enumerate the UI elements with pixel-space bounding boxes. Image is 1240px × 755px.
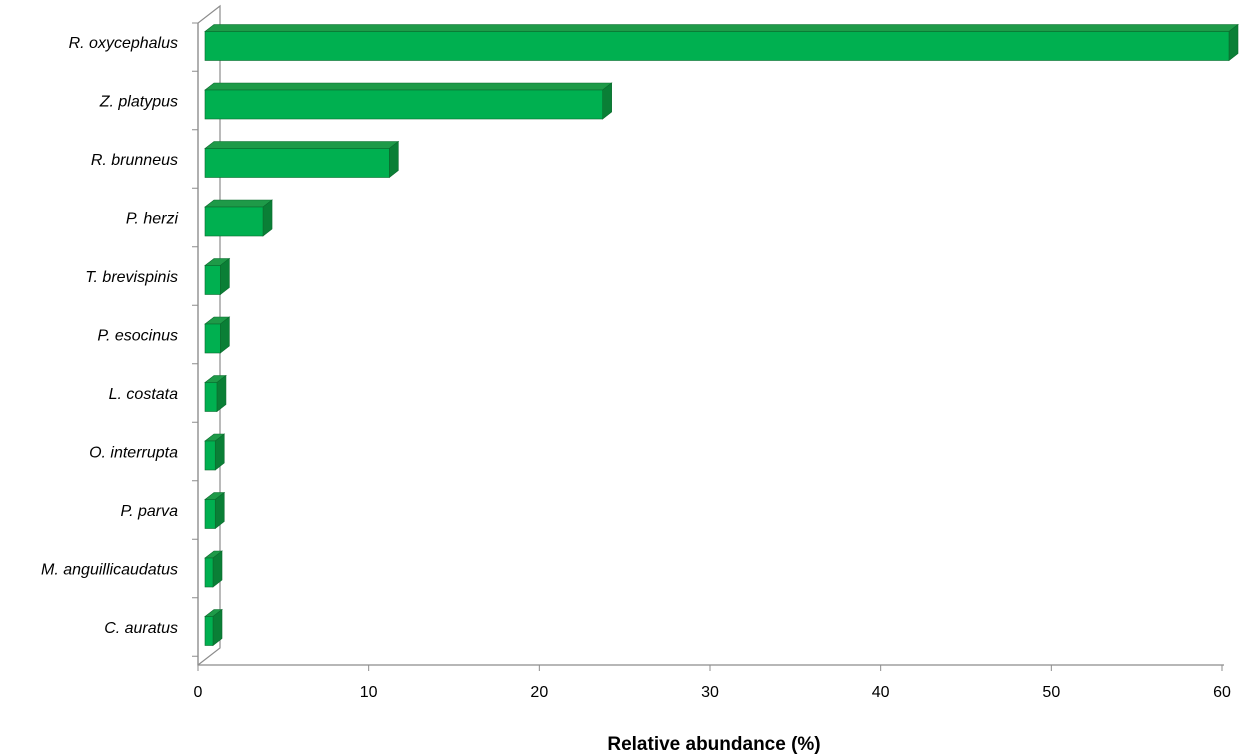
bar bbox=[204, 491, 226, 530]
bar-top-face bbox=[204, 82, 613, 91]
bar bbox=[204, 374, 227, 413]
bars bbox=[204, 23, 1239, 647]
bar-front-face bbox=[204, 557, 214, 588]
category-label: P. esocinus bbox=[97, 328, 178, 345]
category-label: P. herzi bbox=[126, 211, 179, 228]
category-label: L. costata bbox=[109, 386, 178, 403]
category-label: R. brunneus bbox=[91, 152, 178, 169]
bar-front-face bbox=[204, 616, 214, 646]
x-tick-labels: 0 10 20 30 40 50 60 bbox=[194, 684, 1231, 701]
category-label: C. auratus bbox=[104, 620, 178, 637]
bar bbox=[204, 140, 400, 179]
bar bbox=[204, 316, 231, 354]
category-label: O. interrupta bbox=[89, 445, 178, 462]
bar-top-face bbox=[204, 141, 400, 149]
category-label: R. oxycephalus bbox=[69, 35, 178, 52]
bar bbox=[204, 199, 273, 237]
x-tick-label: 20 bbox=[530, 684, 548, 701]
bar-front-face bbox=[204, 206, 264, 237]
category-label: Z. platypus bbox=[99, 94, 178, 111]
bar bbox=[204, 550, 223, 588]
x-tick-label: 10 bbox=[360, 684, 378, 701]
bar-top-face bbox=[204, 24, 1239, 32]
category-label: M. anguillicaudatus bbox=[41, 562, 178, 579]
bar-top-face bbox=[204, 199, 273, 208]
x-tick-label: 60 bbox=[1213, 684, 1231, 701]
bar-front-face bbox=[204, 265, 221, 295]
bar bbox=[204, 257, 231, 296]
bar-front-face bbox=[204, 89, 603, 120]
bar bbox=[204, 82, 613, 120]
category-label: T. brevispinis bbox=[85, 269, 178, 286]
bar bbox=[204, 433, 226, 471]
x-tick-label: 30 bbox=[701, 684, 719, 701]
bar bbox=[204, 608, 223, 647]
x-tick-label: 50 bbox=[1042, 684, 1060, 701]
bar-front-face bbox=[204, 323, 221, 354]
bar-front-face bbox=[204, 499, 216, 529]
bar-front-face bbox=[204, 148, 390, 178]
bar-front-face bbox=[204, 31, 1230, 61]
x-tick-label: 40 bbox=[872, 684, 890, 701]
x-axis-title: Relative abundance (%) bbox=[607, 734, 820, 755]
axis-ticks bbox=[192, 22, 1223, 671]
category-labels: R. oxycephalus Z. platypus R. brunneus P. h… bbox=[41, 35, 178, 637]
bar bbox=[204, 23, 1239, 62]
category-label: P. parva bbox=[120, 503, 178, 520]
bar-front-face bbox=[204, 440, 216, 471]
bar-front-face bbox=[204, 382, 218, 412]
x-tick-label: 0 bbox=[194, 684, 203, 701]
